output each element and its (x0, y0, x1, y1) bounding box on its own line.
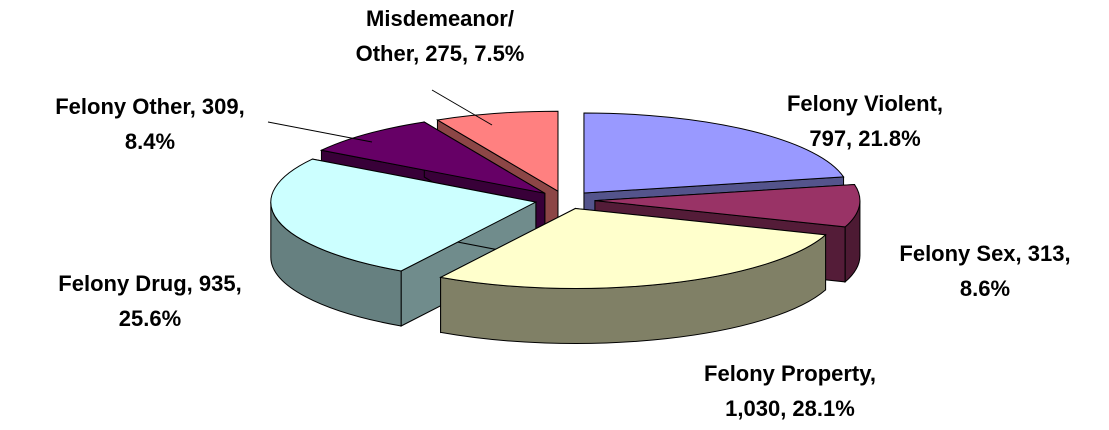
slice-top (319, 121, 546, 194)
data-label: 1,030, 28.1% (725, 396, 855, 421)
data-label: Felony Other, 309, (55, 94, 245, 119)
data-label: Felony Property, (704, 361, 876, 386)
data-label: 25.6% (119, 306, 181, 331)
slice-top (583, 112, 845, 194)
data-label: 8.6% (960, 276, 1010, 301)
slice-top (439, 207, 827, 289)
leader-line (431, 89, 493, 126)
leader-line (267, 121, 373, 143)
slice-top (594, 184, 861, 228)
data-label: Felony Sex, 313, (899, 241, 1070, 266)
data-label: Felony Violent, (787, 91, 943, 116)
slice-top (270, 158, 538, 272)
data-label: Felony Drug, 935, (58, 271, 241, 296)
slice-top (435, 110, 559, 193)
pie-slice (439, 207, 827, 344)
data-label: Misdemeanor/ (366, 6, 514, 31)
data-label: 8.4% (125, 129, 175, 154)
data-label: Other, 275, 7.5% (356, 41, 525, 66)
data-label: 797, 21.8% (809, 126, 920, 151)
